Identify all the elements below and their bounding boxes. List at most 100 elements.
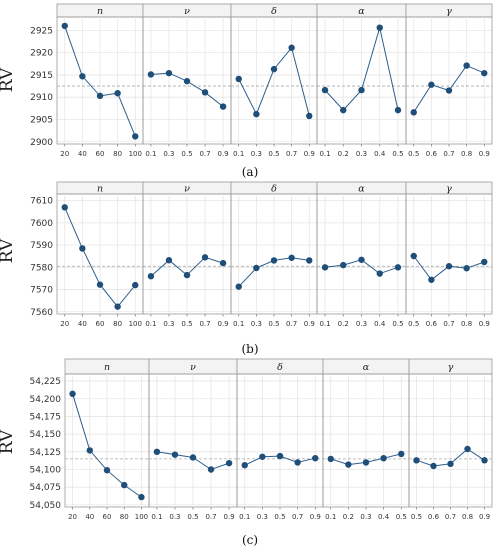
panel-0: n 20 40 60 80 100 (56, 181, 144, 328)
x-tick-label: 0.6 (428, 513, 440, 521)
panel-0: n 20 40 60 80 100 (64, 358, 150, 521)
x-tick-label: 0.7 (286, 150, 297, 158)
data-point (306, 112, 313, 120)
x-tick-label: 0.8 (462, 513, 473, 521)
x-tick-label: 0.7 (286, 320, 297, 328)
x-tick-label: 0.3 (169, 513, 180, 521)
x-tick-label: 0.5 (187, 513, 198, 521)
panel-label: δ (277, 362, 283, 373)
data-point (306, 257, 313, 264)
panel-label: δ (271, 184, 277, 195)
x-tick-label: 0.1 (319, 320, 330, 328)
y-tick-label: 7590 (30, 241, 53, 251)
data-point (207, 466, 215, 473)
y-axis-label: RV (0, 429, 17, 454)
y-tick-label: 2910 (30, 93, 53, 103)
panel-2: δ 0.1 0.3 0.5 0.7 0.9 (230, 3, 318, 158)
x-tick-label: 0.7 (292, 513, 303, 521)
x-tick-label: 100 (129, 320, 142, 328)
x-tick-label: 0.8 (461, 320, 472, 328)
chart-0: 2900 2905 2910 2915 2920 2925 RV n 20 40 60 80 100 ν 0… (0, 3, 493, 179)
data-point (358, 256, 365, 263)
data-point (445, 87, 453, 94)
data-point (235, 283, 242, 290)
y-tick-label: 54,075 (30, 483, 62, 493)
data-point (165, 257, 173, 264)
panel-4: γ 0.5 0.6 0.7 0.8 0.9 (405, 3, 493, 158)
panel-3: α 0.1 0.2 0.3 0.4 0.5 (322, 358, 410, 521)
x-tick-label: 80 (113, 150, 122, 158)
data-point (114, 90, 121, 97)
x-tick-label: 0.9 (479, 513, 490, 521)
y-axis-label: RV (0, 238, 17, 263)
y-tick-label: 54,225 (30, 377, 62, 387)
x-tick-label: 0.5 (396, 513, 407, 521)
x-tick-label: 20 (68, 513, 77, 521)
y-tick-label: 54,100 (30, 466, 62, 476)
x-tick-label: 0.9 (304, 320, 315, 328)
data-point (253, 264, 260, 272)
y-tick-label: 7580 (30, 263, 53, 273)
data-point (362, 459, 370, 466)
panel-2: δ 0.1 0.3 0.5 0.7 0.9 (236, 358, 324, 521)
data-point (410, 109, 417, 116)
x-tick-label: 0.7 (199, 150, 210, 158)
data-point (270, 65, 278, 73)
y-tick-label: 7600 (30, 219, 53, 229)
y-tick-label: 2925 (30, 26, 53, 36)
panel-label: ν (184, 184, 190, 195)
x-tick-label: 0.9 (218, 150, 229, 158)
data-point (398, 450, 405, 458)
x-tick-label: 40 (78, 320, 87, 328)
x-tick-label: 0.6 (426, 320, 438, 328)
panel-1: ν 0.1 0.3 0.5 0.7 0.9 (142, 181, 232, 328)
x-tick-label: 0.7 (443, 150, 454, 158)
x-tick-label: 0.9 (479, 320, 490, 328)
data-point (463, 62, 470, 69)
x-tick-label: 0.1 (233, 150, 244, 158)
x-tick-label: 0.4 (374, 150, 386, 158)
x-tick-label: 20 (60, 320, 69, 328)
x-tick-label: 0.6 (426, 150, 438, 158)
y-tick-label: 54,150 (30, 430, 62, 440)
data-point (410, 252, 417, 260)
data-point (241, 462, 248, 469)
panel-1: ν 0.1 0.3 0.5 0.7 0.9 (142, 3, 232, 158)
data-point (430, 462, 437, 470)
x-tick-label: 0.3 (257, 513, 268, 521)
data-point (428, 81, 435, 88)
data-point (235, 75, 242, 83)
data-point (358, 86, 365, 94)
x-tick-label: 0.2 (338, 150, 349, 158)
x-tick-label: 0.4 (374, 320, 386, 328)
x-tick-label: 0.9 (218, 320, 229, 328)
figure-caption: (b) (241, 342, 258, 356)
x-tick-label: 0.5 (181, 150, 192, 158)
x-tick-label: 0.1 (145, 150, 156, 158)
data-point (201, 254, 209, 261)
x-tick-label: 60 (96, 320, 105, 328)
x-tick-label: 0.3 (163, 320, 174, 328)
x-tick-label: 0.1 (233, 320, 244, 328)
data-point (428, 276, 435, 283)
y-axis-label: RV (0, 67, 17, 92)
data-point (219, 103, 227, 110)
x-tick-label: 80 (120, 513, 129, 521)
panel-label: γ (448, 362, 454, 373)
data-point (345, 461, 352, 468)
data-point (464, 445, 471, 453)
x-tick-label: 20 (60, 150, 69, 158)
y-tick-label: 2905 (30, 115, 53, 125)
data-point (481, 69, 488, 77)
data-point (321, 264, 329, 271)
panel-4: γ 0.5 0.6 0.7 0.8 0.9 (408, 358, 493, 521)
data-point (79, 245, 86, 252)
panel-3: α 0.1 0.2 0.3 0.4 0.5 (316, 181, 407, 328)
data-point (147, 71, 155, 78)
data-point (132, 133, 139, 140)
data-point (165, 69, 173, 77)
panel-label: α (358, 184, 365, 195)
data-point (394, 264, 402, 271)
x-tick-label: 80 (113, 320, 122, 328)
